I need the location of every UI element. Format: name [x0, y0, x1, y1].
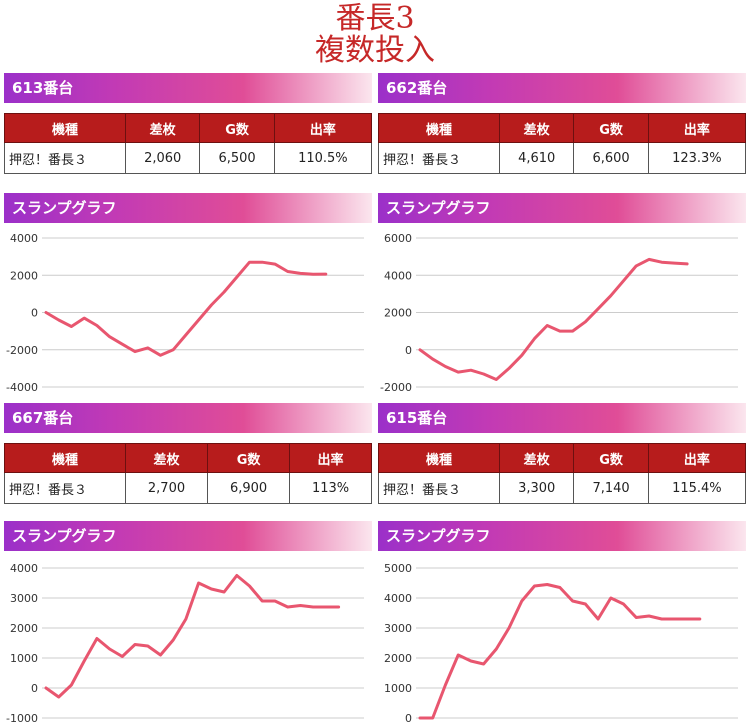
header-diff: 差枚 — [498, 443, 575, 473]
slump-line — [44, 260, 328, 357]
cell-diff: 2,060 — [124, 142, 201, 174]
y-tick-label: -2000 — [380, 381, 412, 394]
slump-graph-613: 4000 2000 0 -2000 -4000 — [6, 232, 364, 394]
cell-diff: 2,700 — [124, 472, 209, 504]
table-row: 押忍！番長３ 2,700 6,900 113% — [4, 472, 372, 504]
cell-rate: 110.5% — [273, 142, 373, 174]
y-tick-label: 0 — [405, 344, 412, 357]
y-tick-label: 4000 — [384, 592, 412, 605]
cell-model: 押忍！番長３ — [378, 142, 500, 174]
graph-label-667: スランプグラフ — [4, 521, 372, 551]
slump-line — [418, 583, 702, 720]
y-tick-label: 6000 — [384, 232, 412, 245]
slump-graph-667: 4000 3000 2000 1000 0 -1000 — [6, 562, 364, 725]
header-diff: 差枚 — [498, 113, 575, 143]
y-tick-label: 2000 — [10, 622, 38, 635]
machine-label-662: 662番台 — [378, 73, 746, 103]
header-model: 機種 — [4, 443, 126, 473]
y-tick-label: -1000 — [6, 712, 38, 725]
machine-info-table-662: 機種 差枚 G数 出率 押忍！番長３ 4,610 6,600 123.3% — [378, 113, 747, 174]
page-title-line1: 番長3 — [335, 1, 415, 36]
cell-diff: 3,300 — [498, 472, 575, 504]
y-tick-label: 5000 — [384, 562, 412, 575]
cell-games: 6,900 — [207, 472, 291, 504]
header-rate: 出率 — [647, 443, 747, 473]
y-tick-label: 3000 — [384, 622, 412, 635]
cell-rate: 123.3% — [647, 142, 747, 174]
machine-info-table-615: 機種 差枚 G数 出率 押忍！番長３ 3,300 7,140 115.4% — [378, 443, 747, 504]
table-row: 押忍！番長３ 4,610 6,600 123.3% — [378, 142, 747, 174]
table-row: 押忍！番長３ 2,060 6,500 110.5% — [4, 142, 373, 174]
cell-games: 7,140 — [573, 472, 649, 504]
slump-line — [44, 574, 341, 699]
y-tick-label: -2000 — [6, 344, 38, 357]
y-tick-label: 1000 — [384, 682, 412, 695]
cell-diff: 4,610 — [498, 142, 575, 174]
cell-model: 押忍！番長３ — [4, 472, 126, 504]
header-games: G数 — [207, 443, 291, 473]
header-model: 機種 — [378, 443, 500, 473]
y-tick-label: 2000 — [10, 269, 38, 282]
machine-info-table-667: 機種 差枚 G数 出率 押忍！番長３ 2,700 6,900 113% — [4, 443, 372, 504]
header-rate: 出率 — [273, 113, 373, 143]
y-tick-label: 4000 — [384, 269, 412, 282]
machine-label-667: 667番台 — [4, 403, 372, 433]
cell-rate: 115.4% — [647, 472, 747, 504]
cell-model: 押忍！番長３ — [4, 142, 126, 174]
y-tick-label: 4000 — [10, 232, 38, 245]
y-tick-label: 0 — [31, 307, 38, 320]
y-tick-label: -4000 — [6, 381, 38, 394]
cell-rate: 113% — [289, 472, 372, 504]
cell-games: 6,500 — [199, 142, 275, 174]
cell-games: 6,600 — [573, 142, 649, 174]
machine-info-table-613: 機種 差枚 G数 出率 押忍！番長３ 2,060 6,500 110.5% — [4, 113, 373, 174]
header-model: 機種 — [4, 113, 126, 143]
machine-label-615: 615番台 — [378, 403, 746, 433]
graph-label-613: スランプグラフ — [4, 193, 372, 223]
y-tick-label: 4000 — [10, 562, 38, 575]
graph-label-662: スランプグラフ — [378, 193, 746, 223]
header-rate: 出率 — [647, 113, 747, 143]
graph-label-615: スランプグラフ — [378, 521, 746, 551]
slump-graph-615: 5000 4000 3000 2000 1000 0 — [384, 562, 738, 725]
y-tick-label: 2000 — [384, 652, 412, 665]
table-row: 押忍！番長３ 3,300 7,140 115.4% — [378, 472, 747, 504]
header-games: G数 — [573, 443, 649, 473]
y-tick-label: 1000 — [10, 652, 38, 665]
header-diff: 差枚 — [124, 443, 209, 473]
header-rate: 出率 — [289, 443, 372, 473]
header-model: 機種 — [378, 113, 500, 143]
header-diff: 差枚 — [124, 113, 201, 143]
cell-model: 押忍！番長３ — [378, 472, 500, 504]
slump-graph-662: 6000 4000 2000 0 -2000 — [380, 232, 738, 394]
page-title-line2: 複数投入 — [315, 33, 435, 68]
header-games: G数 — [573, 113, 649, 143]
y-tick-label: 3000 — [10, 592, 38, 605]
y-tick-label: 0 — [31, 682, 38, 695]
machine-label-613: 613番台 — [4, 73, 372, 103]
y-tick-label: 2000 — [384, 307, 412, 320]
header-games: G数 — [199, 113, 275, 143]
slump-line — [418, 257, 689, 381]
y-tick-label: 0 — [405, 712, 412, 725]
